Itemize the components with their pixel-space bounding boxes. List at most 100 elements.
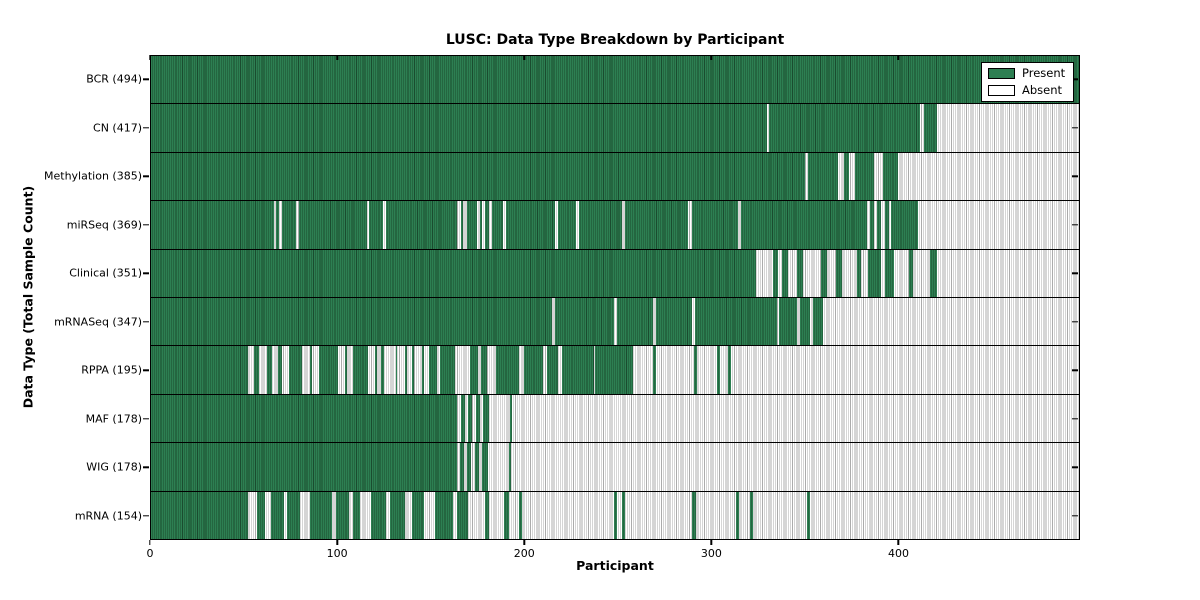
present-segment: [151, 56, 1079, 104]
legend-item-present: Present: [988, 66, 1066, 80]
x-tick: [897, 55, 900, 60]
present-segment: [769, 104, 921, 152]
y-tick: [143, 175, 149, 177]
present-segment: [695, 298, 777, 346]
y-tick: [143, 78, 149, 80]
present-segment: [434, 491, 454, 540]
present-segment: [281, 201, 296, 249]
present-segment: [289, 346, 303, 394]
present-segment: [460, 443, 464, 491]
present-segment: [485, 201, 489, 249]
present-segment: [509, 394, 513, 443]
present-segment: [808, 152, 839, 201]
present-segment: [319, 346, 338, 394]
present-segment: [481, 346, 488, 394]
x-axis-label: Participant: [576, 558, 654, 573]
y-tick-label: mRNASeq (347): [54, 315, 142, 329]
present-segment: [546, 346, 559, 394]
present-segment: [429, 346, 437, 394]
x-tick: [523, 540, 525, 545]
y-tick: [143, 127, 149, 129]
y-tick-label: RPPA (195): [81, 363, 142, 377]
present-segment: [779, 298, 798, 346]
heatmap-rows: [151, 56, 1079, 540]
x-tick-label: 200: [513, 547, 535, 560]
present-segment: [412, 491, 424, 540]
x-tick: [710, 55, 713, 60]
present-segment: [524, 346, 544, 394]
present-segment: [882, 152, 898, 201]
present-segment: [380, 346, 385, 394]
row-miRSeq: [151, 201, 1079, 250]
present-segment: [561, 346, 594, 394]
x-tick-label: 300: [700, 547, 722, 560]
present-segment: [614, 491, 617, 540]
present-segment: [653, 346, 657, 394]
present-segment: [266, 346, 273, 394]
present-segment: [750, 491, 754, 540]
present-segment: [694, 346, 698, 394]
y-tick-label: miRSeq (369): [66, 218, 142, 232]
present-segment: [335, 491, 349, 540]
x-tick-label: 100: [326, 547, 348, 560]
y-tick: [143, 418, 149, 420]
y-tick-label: WIG (178): [86, 460, 142, 474]
row-MAF: [151, 394, 1079, 444]
present-segment: [298, 201, 367, 249]
y-tick: [1072, 418, 1078, 420]
present-segment: [797, 249, 803, 298]
present-segment: [799, 298, 811, 346]
row-mRNA: [151, 491, 1079, 540]
present-segment: [491, 201, 503, 249]
present-segment: [151, 249, 756, 298]
present-segment: [558, 201, 576, 249]
present-segment: [151, 346, 249, 394]
present-segment: [470, 346, 478, 394]
present-segment: [884, 201, 889, 249]
row-BCR: [151, 56, 1079, 105]
present-segment: [287, 491, 301, 540]
present-segment: [555, 298, 615, 346]
present-segment: [257, 491, 265, 540]
present-segment: [412, 346, 415, 394]
present-segment: [404, 346, 407, 394]
legend-label-present: Present: [1022, 66, 1066, 80]
x-tick: [336, 540, 338, 545]
present-segment: [821, 249, 827, 298]
y-tick-label: mRNA (154): [74, 509, 142, 523]
present-segment: [460, 394, 465, 443]
y-tick: [1072, 369, 1078, 371]
present-segment: [483, 394, 489, 443]
present-segment: [884, 249, 895, 298]
present-segment: [253, 346, 260, 394]
row-Methylation: [151, 152, 1079, 202]
legend-label-absent: Absent: [1022, 82, 1063, 97]
present-segment: [691, 201, 739, 249]
x-tick: [149, 540, 151, 545]
y-tick: [143, 466, 149, 468]
absent-swatch: [988, 84, 1015, 96]
present-segment: [151, 201, 275, 249]
present-segment: [616, 298, 654, 346]
legend: Present Absent: [981, 62, 1075, 102]
legend-item-absent: Absent: [988, 82, 1065, 97]
present-segment: [151, 394, 458, 443]
present-segment: [503, 491, 510, 540]
y-tick: [143, 321, 149, 323]
present-segment: [856, 249, 861, 298]
x-tick: [149, 55, 151, 60]
present-segment: [496, 346, 519, 394]
present-segment: [741, 201, 868, 249]
present-segment: [466, 201, 477, 249]
present-segment: [482, 443, 489, 491]
y-tick: [1072, 127, 1078, 129]
present-segment: [277, 346, 282, 394]
present-segment: [485, 491, 489, 540]
y-tick: [1072, 175, 1078, 177]
present-segment: [807, 491, 811, 540]
present-segment: [440, 346, 456, 394]
present-segment: [812, 298, 824, 346]
present-segment: [625, 201, 688, 249]
y-tick: [143, 272, 149, 274]
present-segment: [843, 152, 850, 201]
